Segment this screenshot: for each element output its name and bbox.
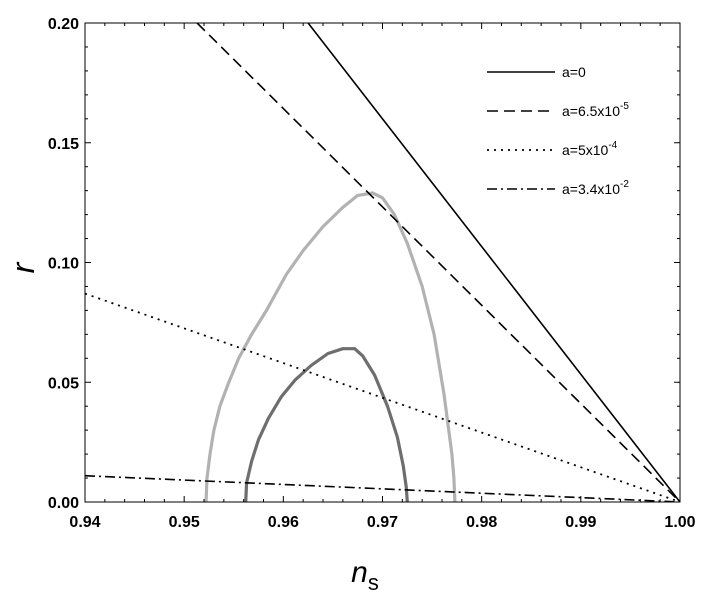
y-tick-label: 0.20	[48, 16, 79, 33]
plot-frame	[84, 22, 681, 503]
contour-2	[244, 347, 409, 502]
x-tick-label: 0.98	[466, 514, 497, 531]
y-tick-label: 0.10	[48, 256, 79, 273]
x-tick-label: 0.95	[169, 514, 200, 531]
y-axis-title: r	[5, 261, 41, 273]
legend-label-4: a=3.4x10-2	[562, 179, 629, 197]
x-axis-title: ns	[351, 556, 379, 595]
x-tick-label: 0.94	[69, 514, 100, 531]
y-tick-label: 0.15	[48, 136, 79, 153]
x-axis-title-main: n	[351, 556, 368, 589]
legend: a=0 a=6.5x10-5 a=5x10-4 a=3.4x10-2	[487, 64, 629, 197]
x-axis-title-subscript: s	[368, 570, 379, 595]
series-line-1	[307, 23, 680, 502]
tick-layer: 0.94 0.95 0.96 0.97 0.98 0.99 1.00 0.00 0.05 0.10…	[48, 16, 696, 531]
legend-label-base: a=5x10	[562, 142, 609, 158]
legend-label-base: a=3.4x10	[562, 181, 620, 197]
y-tick-label: 0.05	[48, 375, 79, 392]
legend-label-exponent: -2	[620, 179, 629, 190]
y-tick-label: 0.00	[48, 495, 79, 512]
legend-label-2: a=6.5x10-5	[562, 101, 629, 119]
contour-layer	[204, 191, 457, 502]
series-layer	[85, 23, 680, 502]
contour-1	[204, 191, 457, 502]
legend-label-base: a=6.5x10	[562, 103, 620, 119]
series-line-3	[85, 292, 680, 502]
series-line-2	[196, 23, 680, 502]
x-tick-label: 0.97	[367, 514, 398, 531]
legend-label-exponent: -5	[620, 101, 629, 112]
legend-label-base: a=0	[562, 64, 586, 80]
legend-label-1: a=0	[562, 64, 586, 80]
legend-label-exponent: -4	[608, 140, 617, 151]
x-tick-label: 0.99	[565, 514, 596, 531]
x-tick-label: 0.96	[268, 514, 299, 531]
x-tick-label: 1.00	[664, 514, 695, 531]
legend-label-3: a=5x10-4	[562, 140, 618, 158]
